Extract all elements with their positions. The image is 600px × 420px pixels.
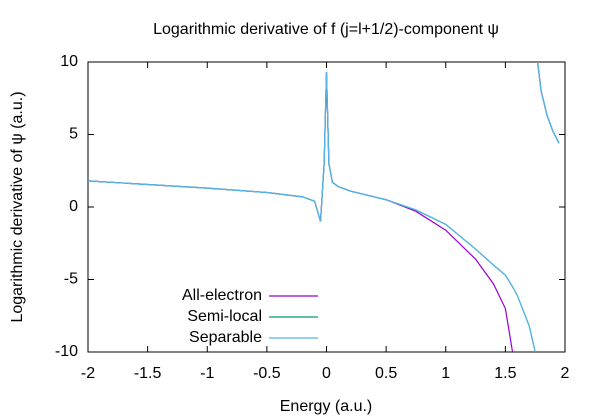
legend-label: All-electron (182, 287, 262, 304)
y-tick-label: 0 (69, 198, 78, 215)
x-tick-label: -0.5 (253, 365, 281, 382)
series-line (87, 61, 560, 353)
plot-border (87, 61, 566, 353)
series-line (87, 61, 560, 353)
x-tick-label: 0.5 (375, 365, 397, 382)
x-tick-label: 0 (322, 365, 331, 382)
legend-label: Separable (189, 329, 262, 346)
x-tick-label: -1 (200, 365, 214, 382)
x-tick-label: -1.5 (134, 365, 162, 382)
y-tick-label: -10 (55, 343, 78, 360)
series-line (87, 61, 560, 353)
x-axis-label: Energy (a.u.) (280, 398, 372, 415)
y-tick-label: 5 (69, 126, 78, 143)
x-tick-label: 2 (561, 365, 570, 382)
legend-label: Semi-local (187, 308, 262, 325)
y-tick-label: 10 (60, 53, 78, 70)
y-axis-label: Logarithmic derivative of ψ (a.u.) (9, 91, 26, 322)
y-tick-label: -5 (64, 271, 78, 288)
x-tick-label: -2 (81, 365, 95, 382)
x-tick-label: 1.5 (494, 365, 516, 382)
chart-title: Logarithmic derivative of f (j=l+1/2)-co… (153, 21, 499, 38)
x-tick-label: 1 (441, 365, 450, 382)
